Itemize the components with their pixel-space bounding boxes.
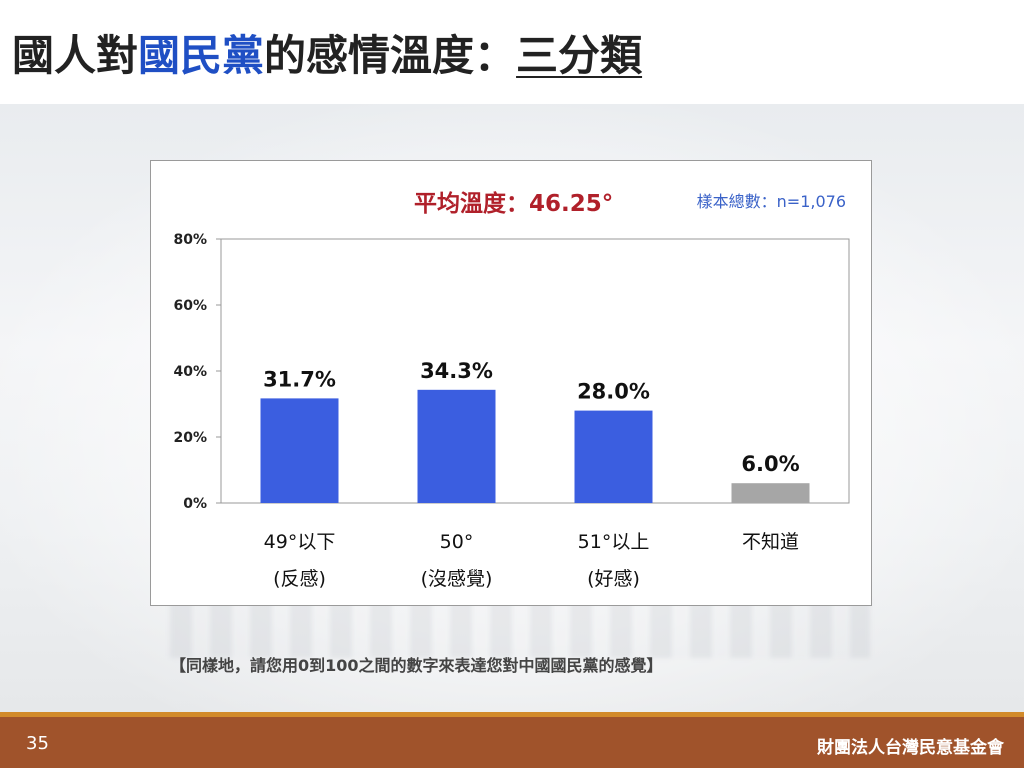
x-category-label: 51°以上: [578, 531, 650, 553]
average-temperature-label: 平均溫度：46.25°: [414, 190, 613, 217]
bar-value-label: 28.0%: [577, 380, 650, 404]
title-category: 三分類: [516, 31, 643, 80]
x-category-label: 49°以下: [264, 531, 336, 553]
x-category-label: 50°: [440, 531, 474, 553]
title-party-name: 國民黨: [138, 31, 265, 80]
x-category-sublabel: (沒感覺): [421, 568, 493, 590]
y-tick-label: 20%: [173, 430, 207, 446]
survey-question: 【同樣地，請您用0到100之間的數字來表達您對中國國民黨的感覺】: [170, 656, 663, 675]
slide-title: 國人對國民黨的感情溫度：三分類: [12, 22, 642, 82]
page-number: 35: [26, 733, 49, 754]
y-tick-label: 80%: [173, 232, 207, 248]
y-tick-label: 40%: [173, 364, 207, 380]
title-part-1: 國人對: [12, 31, 139, 80]
bar-chart: 平均溫度：46.25° 樣本總數：n=1,076 0% 20% 40% 60% 80% 31.…: [173, 190, 850, 590]
y-tick-label: 60%: [173, 298, 207, 314]
bar: [731, 483, 810, 503]
slide-footer: 35 財團法人台灣民意基金會: [0, 712, 1024, 768]
x-category-label: 不知道: [742, 531, 799, 553]
bar-value-label: 34.3%: [420, 359, 493, 383]
y-tick-label: 0%: [183, 496, 207, 512]
bar-value-label: 6.0%: [741, 452, 799, 476]
x-category-sublabel: (好感): [587, 568, 640, 590]
organization-name: 財團法人台灣民意基金會: [817, 738, 1004, 758]
bar-value-label: 31.7%: [263, 367, 336, 391]
x-category-sublabel: (反感): [273, 568, 326, 590]
title-part-3: 的感情溫度：: [264, 31, 517, 80]
bar: [417, 389, 496, 503]
crowd-silhouette-decoration: [170, 598, 870, 658]
sample-size-label: 樣本總數：n=1,076: [697, 192, 846, 211]
bar: [260, 398, 339, 503]
bar: [574, 410, 653, 503]
chart-frame: 平均溫度：46.25° 樣本總數：n=1,076 0% 20% 40% 60% 80% 31.…: [150, 160, 872, 606]
slide-header: 國人對國民黨的感情溫度：三分類: [0, 0, 1024, 104]
